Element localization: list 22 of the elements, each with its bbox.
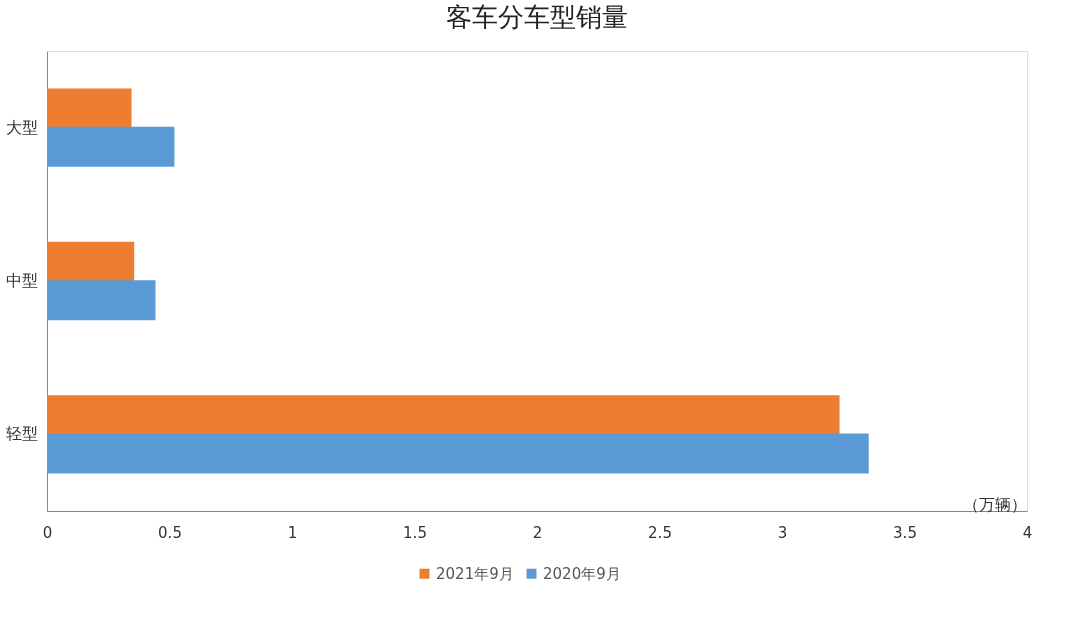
x-tick-label: 3.5 <box>893 523 917 542</box>
bar <box>47 126 175 167</box>
bar <box>47 88 132 129</box>
bar <box>47 433 869 474</box>
bar <box>47 395 840 436</box>
x-tick-label: 4 <box>1022 523 1033 542</box>
y-tick-label: 轻型 <box>5 424 38 444</box>
x-tick-label: 0.5 <box>158 523 182 542</box>
x-tick-label: 1.5 <box>403 523 427 542</box>
chart-title: 客车分车型销量 <box>446 2 628 32</box>
y-tick-label: 中型 <box>5 271 38 290</box>
x-tick-label: 2.5 <box>648 523 672 542</box>
x-tick-label: 3 <box>777 523 788 542</box>
x-axis-title: （万辆） <box>963 495 1027 514</box>
bar <box>47 241 135 282</box>
bar <box>47 280 156 321</box>
x-tick-label: 2 <box>532 523 543 542</box>
legend-label: 2021年9月 <box>436 564 514 583</box>
x-tick-label: 1 <box>287 523 298 542</box>
legend-label: 2020年9月 <box>543 564 621 583</box>
x-tick-label: 0 <box>42 523 53 542</box>
y-tick-label: 大型 <box>5 117 38 137</box>
